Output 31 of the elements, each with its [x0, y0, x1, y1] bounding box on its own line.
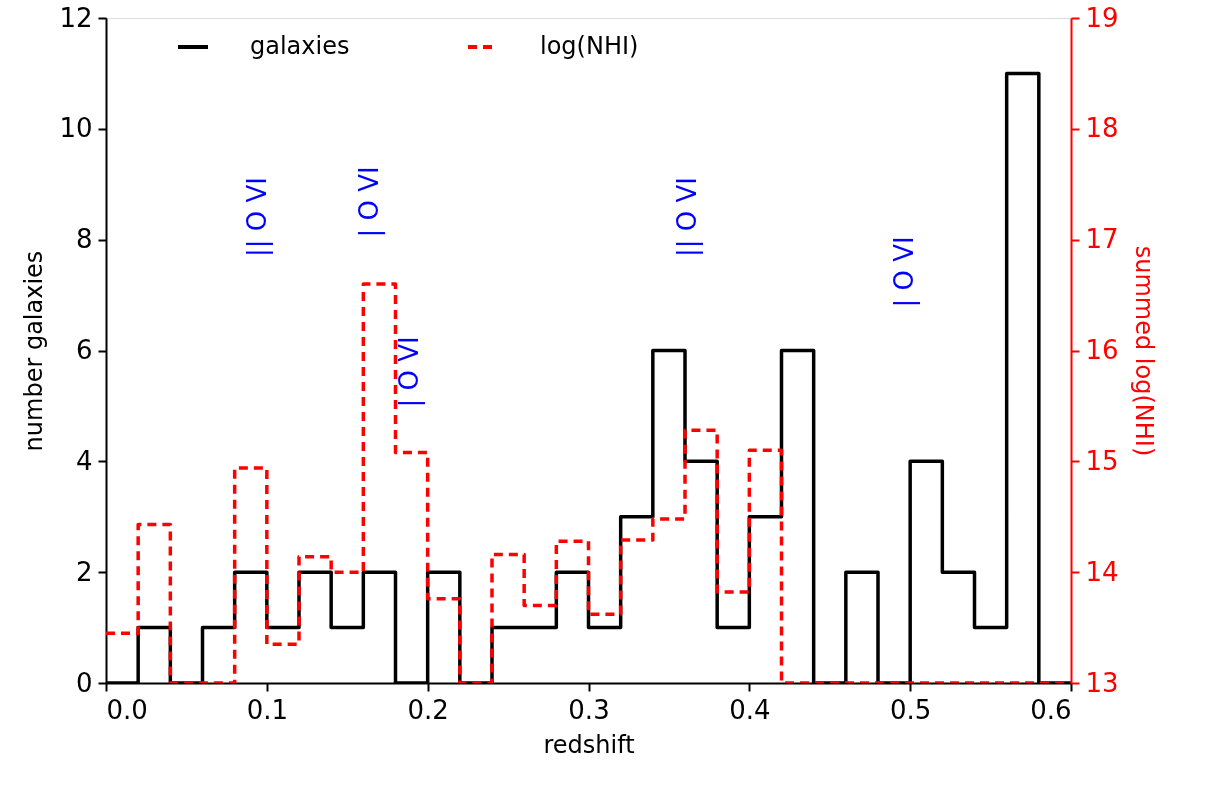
x-tick-label: 0.1	[246, 694, 289, 725]
y-tick-label: 6	[75, 335, 93, 365]
y2-tick-label: 14	[1085, 556, 1119, 587]
x-axis-title: redshift	[543, 730, 635, 759]
y2-tick-label: 15	[1085, 445, 1119, 476]
annotation: | O VI	[394, 336, 425, 408]
x-tick-label: 0.6	[1030, 694, 1072, 725]
x-tick-label: 0.5	[889, 694, 932, 725]
y-tick-label: 4	[75, 445, 93, 476]
annotation: | O VI	[889, 236, 920, 308]
annotation: || O VI	[242, 177, 273, 257]
y2-tick-label: 16	[1085, 335, 1119, 365]
annotation: || O VI	[672, 177, 703, 257]
legend-label: log(NHI)	[540, 32, 639, 60]
y-axis-title: number galaxies	[20, 250, 49, 452]
x-tick-label: 0.3	[568, 694, 610, 725]
y2-tick-label: 19	[1085, 2, 1119, 33]
annotation: | O VI	[354, 166, 385, 238]
y-tick-label: 0	[75, 667, 93, 698]
y-tick-label: 12	[59, 2, 93, 33]
y2-axis-title: summed log(NHI)	[1129, 245, 1158, 457]
y2-tick-label: 17	[1085, 224, 1119, 255]
legend-label: galaxies	[250, 32, 350, 60]
y2-tick-label: 13	[1085, 667, 1119, 698]
x-tick-label: 0.2	[407, 694, 449, 725]
x-tick-label: 0.0	[106, 694, 148, 725]
x-tick-label: 0.4	[729, 694, 771, 725]
y-tick-label: 2	[75, 556, 93, 587]
y2-tick-label: 18	[1085, 113, 1119, 144]
y-tick-label: 10	[59, 113, 93, 144]
y-tick-label: 8	[75, 224, 93, 255]
